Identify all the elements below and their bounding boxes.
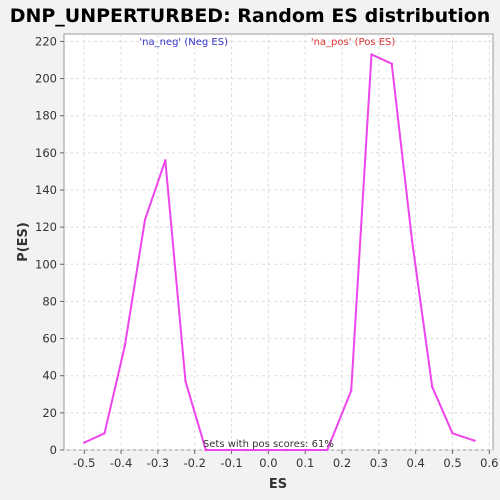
x-tick-label: -0.1 [220,456,242,470]
x-tick-label: 0.1 [296,456,314,470]
data-point [204,448,207,452]
x-tick-label: -0.5 [73,456,95,470]
y-tick-label: 220 [35,34,57,48]
y-tick-label: 160 [35,146,57,160]
y-tick-label: 200 [35,72,57,86]
annotation: Sets with pos scores: 61% [203,439,334,450]
data-point [390,62,393,65]
data-point [431,385,434,389]
chart-title: DNP_UNPERTURBED: Random ES distribution [10,5,491,27]
data-point [143,218,147,221]
x-tick-label: 0.6 [480,456,498,470]
y-tick-label: 120 [35,220,57,234]
y-tick-label: 0 [50,443,57,457]
x-tick-label: 0.2 [333,456,351,470]
x-tick-label: -0.3 [147,456,169,470]
data-point [245,448,248,452]
y-tick-label: 140 [35,183,57,197]
data-point [305,448,309,452]
y-tick-label: 60 [42,332,57,346]
data-point [184,380,187,383]
data-point [326,448,329,452]
x-tick-label: -0.2 [183,456,205,470]
annotations: 'na_neg' (Neg ES) 'na_pos' (Pos ES) Sets w… [139,37,395,450]
data-point [83,441,86,444]
data-point [265,448,268,452]
data-point [224,448,228,452]
data-point [350,389,353,392]
annotation: 'na_neg' (Neg ES) [139,37,228,48]
x-tick-label: 0.4 [407,456,425,470]
x-tick-label: -0.4 [110,456,132,470]
data-point [410,238,414,242]
data-point [451,432,454,435]
y-tick-label: 100 [35,257,57,271]
series-line [83,53,475,451]
data-point [473,439,476,442]
data-point [123,344,126,348]
y-tick-label: 40 [42,369,57,383]
x-tick-label: 0.3 [370,456,388,470]
data-point [285,448,288,452]
series-group [83,53,476,452]
data-point [370,53,373,56]
y-tick-label: 80 [42,294,57,308]
x-axis-title: ES [269,477,287,492]
y-axis-title: P(ES) [16,222,31,262]
annotation: 'na_pos' (Pos ES) [311,37,396,48]
x-axis: -0.5 -0.4 -0.3 -0.2 -0.1 0.0 0.1 0.2 0.3 0.4 0.5 0.… [73,450,498,470]
data-point [103,432,106,435]
data-point [164,159,167,162]
plot-area [63,33,494,451]
x-tick-label: 0.0 [259,456,277,470]
x-tick-label: 0.5 [443,456,461,470]
y-tick-label: 20 [42,406,57,420]
y-tick-label: 180 [35,109,57,123]
y-axis: 0 20 40 60 80 100 120 140 160 180 200 220 [35,34,64,457]
